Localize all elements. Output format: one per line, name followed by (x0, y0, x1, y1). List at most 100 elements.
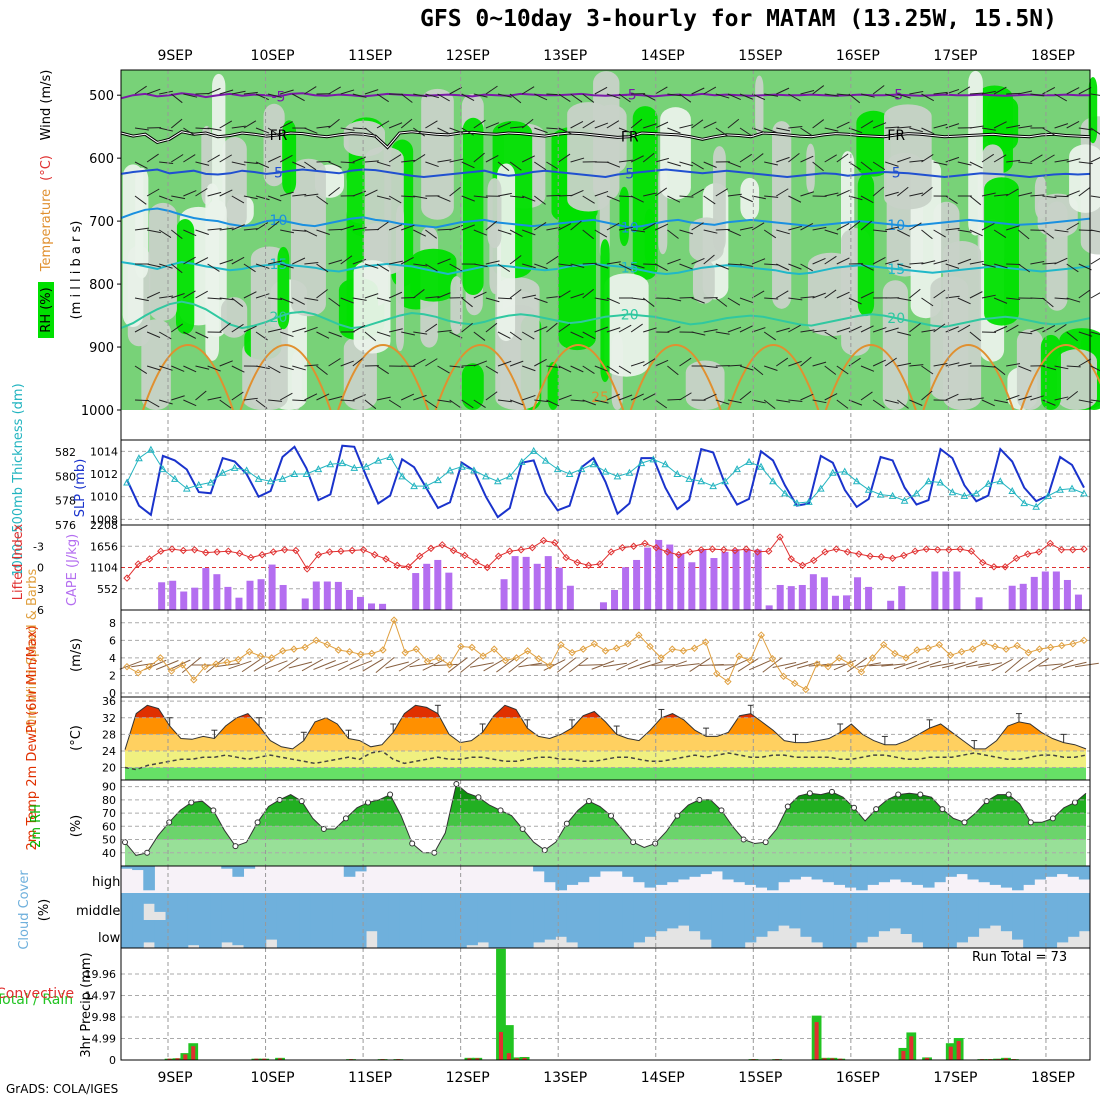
cloud-cell (789, 893, 801, 920)
cloud-cell (878, 866, 890, 882)
rh-patch (488, 178, 502, 248)
cloud-cell (890, 893, 902, 920)
cloud-cell (166, 920, 178, 948)
surface-wind-barb (738, 659, 758, 672)
cloud-cell (411, 893, 423, 920)
wind-barb (329, 229, 343, 230)
cape-bar (644, 548, 651, 610)
rh-marker (123, 840, 128, 845)
cloud-cell (143, 893, 155, 904)
date-label-bottom: 18SEP (1031, 1070, 1075, 1086)
surface-wind-barb (557, 658, 576, 673)
cloud-cell (388, 893, 400, 920)
cloud-cell (310, 920, 322, 948)
cloud-cell (622, 893, 634, 920)
rh-patch (600, 239, 609, 382)
cloud-cell (823, 893, 835, 920)
date-label-top: 16SEP (836, 48, 880, 64)
rh-patch (462, 363, 484, 410)
surface-wind-barb (460, 657, 479, 672)
surface-wind-barb (955, 661, 978, 669)
surface-wind-barb (628, 661, 651, 669)
cape-bar (854, 577, 861, 610)
cloud-cell (433, 920, 445, 948)
cloud-cell (967, 866, 979, 880)
cloud-cell (366, 893, 378, 920)
cloud-cell (544, 866, 556, 882)
cloud-cell (745, 893, 757, 920)
rh-tick: 40 (102, 847, 116, 860)
cloud-cell (277, 893, 289, 920)
cloud-cell (288, 893, 300, 920)
temp-tick: 28 (102, 728, 116, 741)
cape-bar (523, 557, 530, 610)
rh-patch (291, 159, 326, 317)
cloud-cell (1079, 920, 1091, 931)
surface-wind-barb (785, 661, 808, 668)
cape-bar (843, 595, 850, 610)
cloud-cell (567, 920, 579, 942)
rh-band (121, 813, 1090, 826)
cloud-unit-label: (%) (37, 899, 52, 922)
rh-marker (233, 844, 238, 849)
rh-marker (719, 808, 724, 813)
surface-wind-barb (651, 665, 675, 666)
date-label-bottom: 10SEP (251, 1070, 295, 1086)
cloud-cell (1045, 893, 1057, 920)
cloud-cell (800, 893, 812, 920)
cloud-cell (867, 893, 879, 920)
cape-bar (688, 562, 695, 610)
cloud-cell (188, 893, 200, 920)
contour-label: 20 (621, 307, 639, 323)
cloud-cell (533, 893, 545, 920)
cape-tick: 1656 (90, 540, 118, 553)
cloud-cell (600, 866, 612, 871)
cloud-cell (722, 893, 734, 920)
cloud-cell (589, 920, 601, 948)
cloud-cell (244, 920, 256, 948)
cloud-cell (745, 920, 757, 942)
temp-band (121, 697, 1090, 718)
cloud-cell (466, 920, 478, 945)
cloud-cell (344, 893, 356, 920)
cape-bar (1031, 577, 1038, 610)
cape-bar (258, 579, 265, 610)
cloud-cell (422, 920, 434, 948)
cloud-cell (277, 920, 289, 948)
cloud-cell (355, 866, 367, 871)
cloud-cell (711, 866, 723, 871)
surface-wind-barb (1039, 664, 1063, 666)
cloud-cell (711, 920, 723, 948)
cape-bar (766, 605, 773, 610)
cloud-cell (756, 920, 768, 937)
cape-bar (931, 572, 938, 610)
cloud-cell (143, 866, 155, 890)
rh-marker (940, 807, 945, 812)
cloud-cell (990, 920, 1002, 926)
date-label-top: 11SEP (348, 48, 392, 64)
cloud-cell (1012, 920, 1024, 940)
contour-label: 20 (270, 310, 288, 326)
cloud-cell (121, 893, 133, 920)
cloud-cell (1034, 893, 1046, 920)
cloud-cell (812, 920, 824, 942)
cloud-cell (132, 920, 144, 948)
cape-bar (556, 568, 563, 610)
rh-marker (1006, 792, 1011, 797)
cloud-cell (232, 893, 244, 920)
surface-wind-barb (376, 657, 394, 672)
date-label-top: 9SEP (157, 48, 192, 64)
pressure-axis-label: (m i l l i b a r s) (69, 221, 84, 320)
cape-bar (235, 598, 242, 610)
cloud-cell (567, 893, 579, 920)
wind-barb (135, 400, 149, 401)
precip-axis-label: 3hr Precip (mm) (79, 952, 94, 1057)
cape-bar (247, 581, 254, 610)
temp-tick: 32 (102, 712, 116, 725)
cape-bar (302, 598, 309, 610)
cloud-cell (878, 920, 890, 931)
temp-band (121, 718, 1090, 735)
contour-label: 10 (887, 218, 905, 234)
surface-wind-barb (434, 664, 458, 665)
cloud-cell (600, 893, 612, 920)
